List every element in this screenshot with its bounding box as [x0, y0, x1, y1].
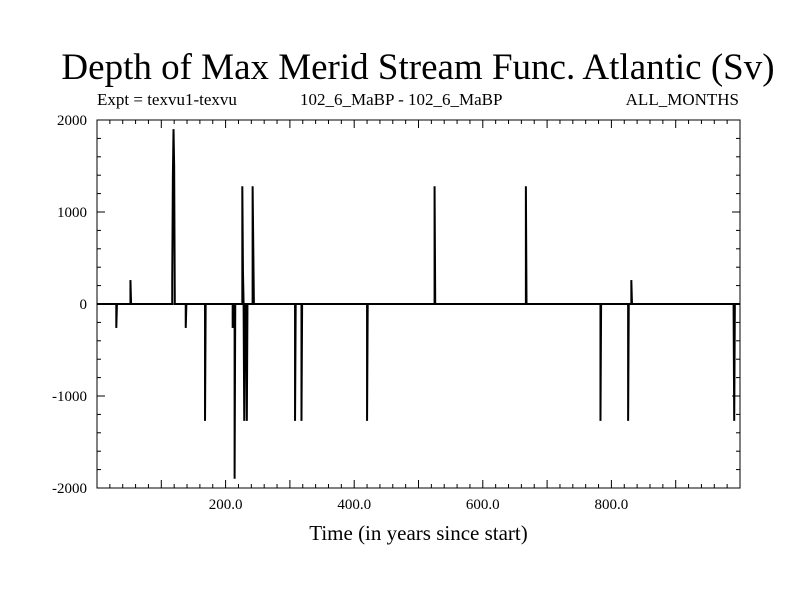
x-tick-label: 200.0 — [209, 497, 243, 513]
x-tick-label: 600.0 — [466, 497, 500, 513]
y-tick-label: 2000 — [57, 113, 87, 129]
y-tick-label: -2000 — [52, 481, 87, 497]
x-tick-label: 400.0 — [337, 497, 371, 513]
x-tick-label: 800.0 — [595, 497, 629, 513]
period-label: 102_6_MaBP - 102_6_MaBP — [300, 90, 503, 109]
y-tick-label: 1000 — [57, 205, 87, 221]
x-axis-label: Time (in years since start) — [309, 521, 528, 545]
series-line — [97, 129, 740, 479]
y-tick-label: 0 — [80, 297, 88, 313]
months-label: ALL_MONTHS — [625, 90, 739, 109]
plot-frame — [96, 119, 741, 489]
experiment-label: Expt = texvu1-texvu — [97, 90, 237, 109]
chart-title: Depth of Max Merid Stream Func. Atlantic… — [61, 47, 775, 88]
y-tick-label: -1000 — [52, 389, 87, 405]
